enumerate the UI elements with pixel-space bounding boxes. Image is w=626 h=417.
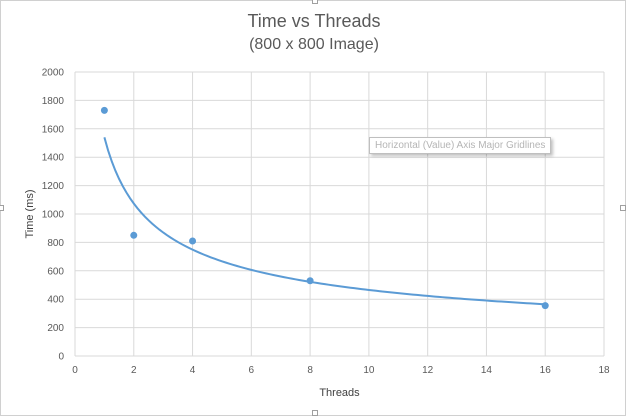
chart-title[interactable]: Time vs Threads	[247, 11, 381, 31]
chart-subtitle[interactable]: (800 x 800 Image)	[249, 36, 379, 53]
y-tick-label: 600	[47, 266, 64, 277]
resize-handle-top[interactable]	[312, 0, 318, 4]
x-axis-title[interactable]: Threads	[319, 387, 360, 399]
y-tick-label: 400	[47, 295, 64, 306]
data-point[interactable]	[189, 237, 197, 245]
data-point[interactable]	[541, 302, 549, 310]
y-tick-label: 800	[47, 238, 64, 249]
x-tick-label: 0	[72, 365, 78, 376]
power-trendline[interactable]	[103, 137, 546, 306]
y-tick-label: 1000	[42, 210, 65, 221]
x-tick-label: 12	[422, 365, 434, 376]
x-tick-label: 2	[131, 365, 137, 376]
x-tick-label: 6	[249, 365, 255, 376]
gridlines-tooltip: Horizontal (Value) Axis Major Gridlines	[369, 137, 552, 154]
resize-handle-left[interactable]	[0, 205, 4, 211]
x-tick-label: 10	[363, 365, 375, 376]
y-axis-title[interactable]: Time (ms)	[24, 189, 36, 238]
y-tick-label: 1600	[42, 124, 65, 135]
y-tick-label: 200	[47, 323, 64, 334]
x-tick-label: 4	[190, 365, 196, 376]
y-tick-label: 2000	[42, 68, 65, 79]
data-point[interactable]	[130, 231, 138, 239]
y-tick-label: 1800	[42, 96, 65, 107]
y-tick-label: 1400	[42, 153, 65, 164]
data-point[interactable]	[306, 277, 314, 285]
x-tick-label: 8	[307, 365, 313, 376]
y-tick-label: 1200	[42, 181, 65, 192]
data-point[interactable]	[100, 106, 108, 114]
y-tick-label: 0	[58, 352, 64, 363]
x-tick-label: 14	[481, 365, 493, 376]
x-tick-label: 16	[540, 365, 552, 376]
x-tick-label: 18	[598, 365, 610, 376]
